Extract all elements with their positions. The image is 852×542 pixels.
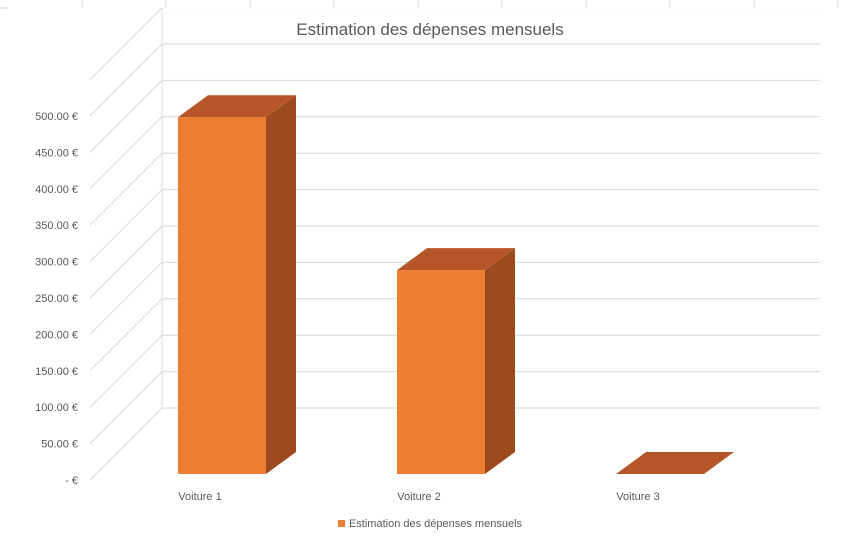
chart-plot: - € 50.00 € 100.00 € 150.00 € 200.00 € 250.00… xyxy=(35,8,820,503)
gridline-diagonal xyxy=(89,225,163,299)
y-tick-label: 250.00 € xyxy=(35,293,78,305)
y-tick-label: 150.00 € xyxy=(35,366,78,378)
gridline-diagonal xyxy=(89,407,163,481)
y-tick-label: 500.00 € xyxy=(35,111,78,123)
gridline-diagonal xyxy=(89,8,163,80)
bar-top xyxy=(178,95,296,118)
y-tick-label: 450.00 € xyxy=(35,147,78,159)
bar-front xyxy=(397,270,485,474)
legend-label: Estimation des dépenses mensuels xyxy=(348,518,523,530)
gridline-diagonal xyxy=(89,80,163,153)
gridline-diagonal xyxy=(89,189,163,262)
chart-legend: Estimation des dépenses mensuels xyxy=(8,518,852,530)
chart-area[interactable]: Estimation des dépenses mensuels - € 50.0… xyxy=(8,8,852,542)
gridline-diagonal xyxy=(89,371,163,444)
bar-side xyxy=(266,95,296,474)
chart-title: Estimation des dépenses mensuels xyxy=(296,20,564,39)
bar-front xyxy=(178,117,266,474)
gridline-diagonal xyxy=(89,116,163,190)
gridline-diagonal xyxy=(89,152,163,226)
bar-side xyxy=(485,248,515,474)
y-tick-label: 400.00 € xyxy=(35,184,78,196)
y-tick-label: 100.00 € xyxy=(35,402,78,414)
gridline-diagonal xyxy=(89,43,163,117)
y-tick-label: - € xyxy=(65,475,78,487)
y-tick-label: 50.00 € xyxy=(41,439,78,451)
y-tick-label: 300.00 € xyxy=(35,257,78,269)
x-category-label: Voiture 1 xyxy=(178,491,221,503)
x-category-label: Voiture 2 xyxy=(397,491,440,503)
legend-swatch xyxy=(337,519,345,527)
y-tick-label: 350.00 € xyxy=(35,220,78,232)
x-category-label: Voiture 3 xyxy=(616,491,659,503)
bar-top xyxy=(616,452,734,474)
gridline-diagonal xyxy=(89,334,163,408)
gridline-diagonal xyxy=(89,262,163,335)
bar-top xyxy=(397,248,515,271)
y-tick-label: 200.00 € xyxy=(35,329,78,341)
gridline-diagonal xyxy=(89,298,163,372)
